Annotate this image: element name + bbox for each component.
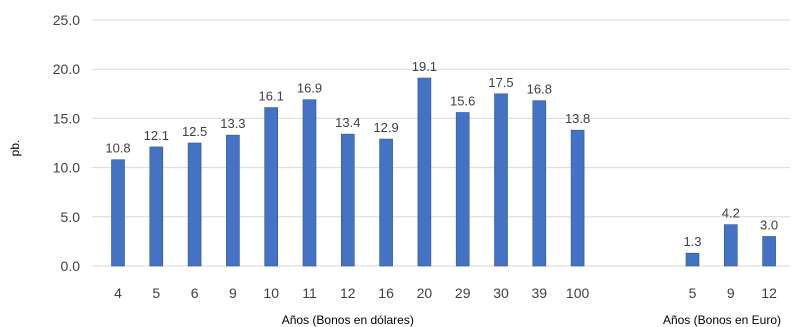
x-tick-label: 12 [340,285,356,301]
data-label: 12.1 [144,128,169,143]
x-tick-label: 20 [417,285,433,301]
x-axis-title-dollar-bonds: Años (Bonos en dólares) [282,313,414,327]
data-label: 13.3 [220,116,245,131]
y-tick-label: 25.0 [53,12,80,28]
bar [264,107,279,267]
bar [226,134,240,267]
bar [340,133,355,267]
data-label: 16.8 [527,82,552,97]
x-tick-label: 30 [493,285,509,301]
data-labels: 10.8 12.1 12.5 13.3 16.1 16.9 13.4 12.9 19.1 15.6… [105,59,778,249]
data-label: 12.5 [182,124,207,139]
y-tick-label: 15.0 [53,110,80,126]
x-axis-title-euro-bonds: Años (Bonos en Euro) [663,313,781,327]
x-tick-label: 6 [191,285,199,301]
bar [723,224,738,267]
x-tick-label: 39 [532,285,548,301]
data-label: 4.2 [722,206,740,221]
data-label: 1.3 [683,234,701,249]
bar [187,142,202,267]
data-label: 10.8 [105,141,130,156]
bar [455,112,470,267]
bar [379,138,393,267]
bar [532,100,547,267]
y-axis-title: pb. [8,140,22,157]
x-tick-label: 12 [761,285,777,301]
data-label: 17.5 [488,75,513,90]
bar [685,252,700,267]
x-tick-label: 11 [302,285,317,301]
x-axis-ticks: 4 5 6 9 10 11 12 16 20 29 30 39 100 5 9 12 [114,285,777,301]
data-label: 15.6 [450,93,475,108]
y-tick-label: 5.0 [61,209,81,225]
y-tick-label: 0.0 [61,258,81,274]
bar [494,93,508,267]
x-tick-label: 16 [378,285,394,301]
x-tick-label: 4 [114,285,122,301]
y-tick-label: 20.0 [53,61,80,77]
x-tick-label: 9 [229,285,237,301]
data-label: 19.1 [412,59,437,74]
data-label: 13.4 [335,115,360,130]
x-tick-label: 29 [455,285,471,301]
data-label: 12.9 [373,120,398,135]
bar [570,129,585,267]
data-label: 13.8 [565,111,590,126]
bar [149,146,164,267]
x-tick-label: 9 [727,285,735,301]
bar [302,99,317,267]
bar [111,159,125,267]
gridlines [92,19,790,218]
data-label: 3.0 [760,217,778,232]
bar [762,236,776,267]
x-tick-label: 5 [689,285,697,301]
data-label: 16.9 [297,81,322,96]
x-tick-label: 5 [152,285,160,301]
y-tick-label: 10.0 [53,160,80,176]
bar [417,77,432,267]
x-tick-label: 10 [263,285,279,301]
data-label: 16.1 [259,89,284,104]
y-axis-ticks: 0.0 5.0 10.0 15.0 20.0 25.0 [53,12,80,274]
bars [111,77,776,267]
x-tick-label: 100 [566,285,590,301]
